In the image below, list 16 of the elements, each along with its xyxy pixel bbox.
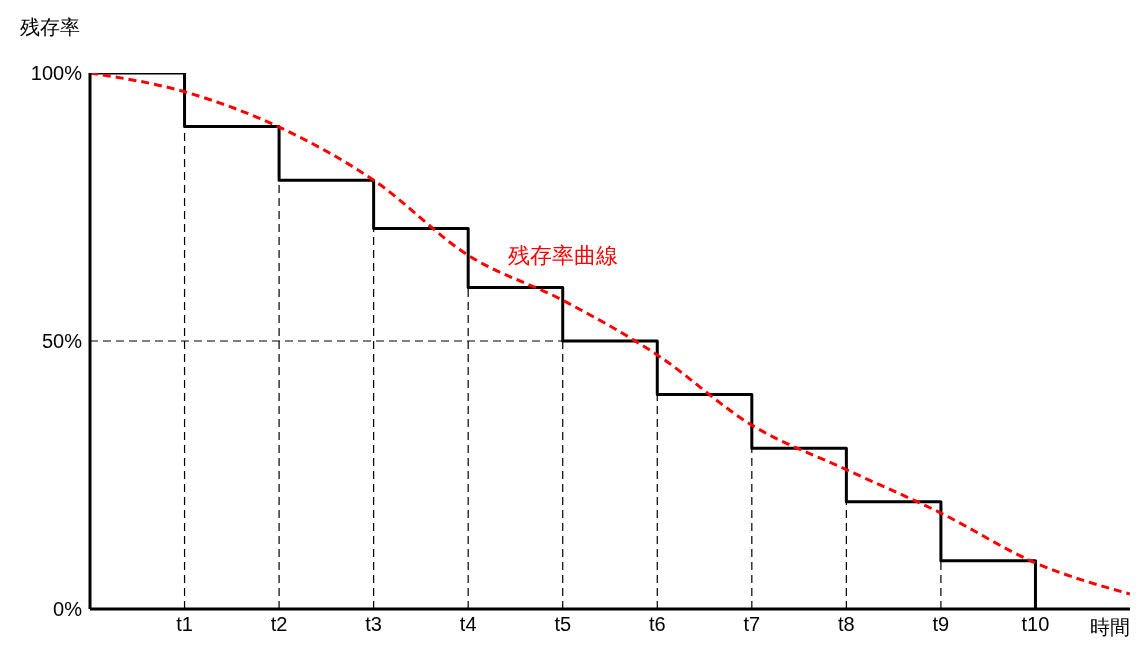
x-tick-label: t7 (743, 613, 761, 636)
series-label: 残存率曲線 (508, 242, 619, 271)
x-tick-label: t6 (648, 613, 666, 636)
x-tick-label: t10 (1021, 613, 1050, 636)
x-tick-label: t8 (838, 613, 855, 636)
x-tick-label: t2 (270, 613, 288, 636)
x-tick-label: t5 (554, 613, 572, 636)
y-axis-title: 残存率 (20, 15, 80, 40)
x-tick-label: t9 (932, 613, 950, 636)
x-tick-label: t4 (459, 613, 477, 636)
x-tick-label: t1 (176, 613, 193, 636)
y-tick-label: 50% (41, 330, 83, 353)
x-tick-label: t3 (365, 613, 382, 636)
y-tick-label: 100% (30, 62, 83, 85)
x-axis-title: 時間 (1090, 615, 1130, 640)
y-tick-label: 0% (53, 598, 83, 621)
